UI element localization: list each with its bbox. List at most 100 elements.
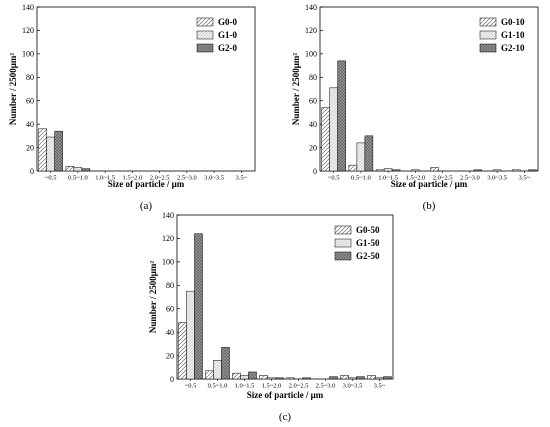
y-axis-label: Number / 2500μm² (291, 53, 301, 125)
x-tick-label: 2.5~3.0 (460, 175, 480, 182)
legend-swatch (479, 17, 497, 27)
bar (275, 377, 284, 380)
y-tick-label: 40 (166, 328, 174, 337)
y-tick-label: 140 (162, 211, 174, 220)
x-tick-label: 3.0~3.5 (487, 175, 507, 182)
bar (383, 168, 393, 172)
y-tick-label: 80 (166, 281, 174, 290)
y-tick-label: 0 (30, 167, 34, 176)
bar (492, 169, 502, 172)
bar (329, 87, 338, 172)
bar (38, 128, 47, 172)
y-tick-label: 120 (305, 26, 317, 35)
y-tick-label: 100 (305, 50, 317, 59)
bar (240, 375, 249, 380)
x-axis-label: Size of particle / μm (108, 179, 185, 189)
x-tick-label: 3.0~3.5 (343, 383, 363, 390)
y-tick-label: 60 (26, 97, 34, 106)
y-tick-label: 100 (162, 258, 174, 267)
bar (512, 169, 521, 172)
legend-swatch (479, 30, 497, 40)
legend-swatch (334, 225, 352, 235)
bar (329, 376, 338, 380)
y-tick-label: 80 (309, 73, 317, 82)
x-tick-label: 0.5~1.0 (351, 175, 371, 182)
x-tick-label: 1.0~1.5 (95, 175, 115, 182)
y-tick-label: 20 (26, 143, 34, 152)
y-tick-label: 40 (26, 120, 34, 129)
bar (364, 135, 374, 172)
y-tick-label: 40 (309, 120, 317, 129)
bar (205, 370, 214, 380)
x-axis-label: Size of particle / μm (391, 179, 468, 189)
x-tick-label: 2.5~3.0 (316, 383, 336, 390)
panel-label: (b) (423, 200, 436, 212)
bar (259, 375, 268, 380)
y-tick-label: 100 (22, 50, 34, 59)
bar (348, 377, 357, 380)
y-tick-label: 140 (22, 3, 34, 12)
bar (430, 167, 439, 172)
x-tick-label: 2.0~2.5 (289, 383, 309, 390)
y-axis-label: Number / 2500μm² (148, 261, 158, 333)
bar (194, 233, 203, 380)
y-tick-label: 60 (166, 305, 174, 314)
legend-swatch (196, 30, 214, 40)
legend-label: G0-50 (356, 225, 380, 235)
x-tick-label: 2.5~3.0 (177, 175, 197, 182)
bar (340, 375, 349, 380)
legend-swatch (334, 238, 352, 248)
bar (302, 377, 311, 380)
plot-frame (176, 214, 394, 380)
legend-swatch (196, 43, 214, 53)
legend-label: G0-10 (501, 17, 525, 27)
panel-label: (c) (279, 411, 292, 423)
legend-label: G2-0 (218, 43, 237, 53)
legend-label: G0-0 (218, 17, 237, 27)
bar (232, 372, 241, 380)
x-tick-label: 3.5~ (374, 383, 386, 390)
chart-panel: 0 20 40 60 80 100 120 140 ~0.5 0.5~1.0 1.0~1.5 1.5~… (148, 211, 394, 423)
bar (321, 107, 330, 172)
x-tick-label: 1.5~2.0 (122, 175, 142, 182)
x-tick-label: ~0.5 (185, 383, 197, 390)
chart-panel: 0 20 40 60 80 100 120 140 ~0.5 0.5~1.0 1.0~1.5 1.5~… (291, 3, 539, 212)
legend-swatch (196, 17, 214, 27)
bar (54, 130, 63, 172)
plot-frame (36, 6, 256, 172)
x-tick-label: 1.5~2.0 (262, 383, 282, 390)
bar (391, 169, 401, 172)
x-tick-label: 0.5~1.0 (68, 175, 88, 182)
y-tick-label: 0 (170, 375, 174, 384)
x-tick-label: 2.0~2.5 (150, 175, 170, 182)
legend-label: G1-0 (218, 30, 237, 40)
y-tick-label: 80 (26, 73, 34, 82)
y-tick-label: 120 (22, 26, 34, 35)
x-axis-label: Size of particle / μm (247, 390, 324, 400)
y-tick-label: 20 (309, 143, 317, 152)
bar (375, 377, 384, 380)
bar (528, 169, 537, 172)
x-tick-label: 3.5~ (519, 175, 531, 182)
bar (46, 136, 55, 172)
bar (73, 167, 83, 172)
bar (356, 376, 365, 380)
bar (267, 377, 276, 380)
y-tick-label: 20 (166, 351, 174, 360)
legend-label: G2-10 (501, 43, 525, 53)
bar (65, 166, 75, 172)
bar (383, 376, 392, 380)
x-tick-label: 2.0~2.5 (433, 175, 453, 182)
chart-panel: 0 20 40 60 80 100 120 140 ~0.5 0.5~1.0 1.0~1.5 1.5~… (8, 3, 256, 212)
x-tick-label: 1.0~1.5 (235, 383, 255, 390)
bar (473, 169, 483, 172)
plot-frame (319, 6, 539, 172)
x-tick-label: 1.5~2.0 (405, 175, 425, 182)
y-tick-label: 0 (313, 167, 317, 176)
bar (248, 371, 257, 380)
y-axis-label: Number / 2500μm² (8, 53, 18, 125)
bar (178, 322, 187, 380)
x-tick-label: 1.0~1.5 (378, 175, 398, 182)
y-tick-label: 140 (305, 3, 317, 12)
bar (375, 169, 385, 172)
